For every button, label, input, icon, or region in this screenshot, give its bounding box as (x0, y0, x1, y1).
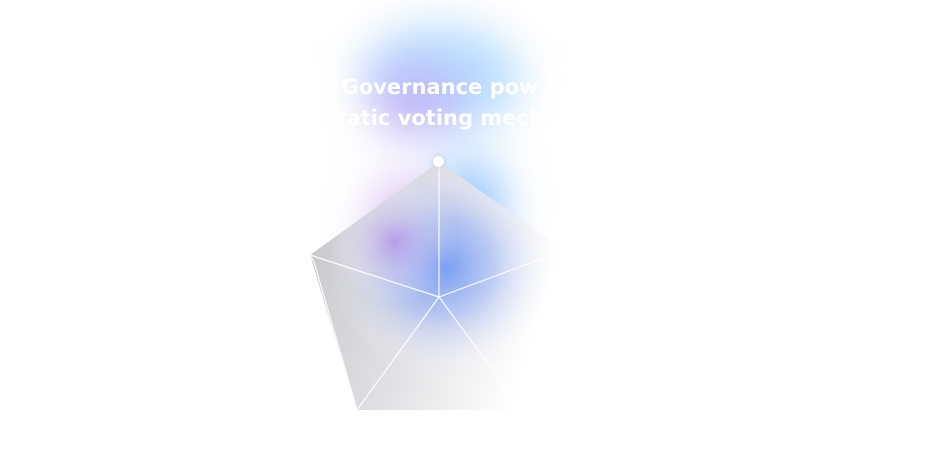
pentagon-edges (309, 162, 566, 413)
caption-text: Governance pow ratic voting mech (300, 72, 580, 134)
pentagon-shape (300, 150, 580, 420)
circle-dot-icon (433, 156, 444, 167)
caption-line-1: Governance pow (341, 75, 539, 99)
caption-line-2: ratic voting mech (336, 106, 544, 130)
